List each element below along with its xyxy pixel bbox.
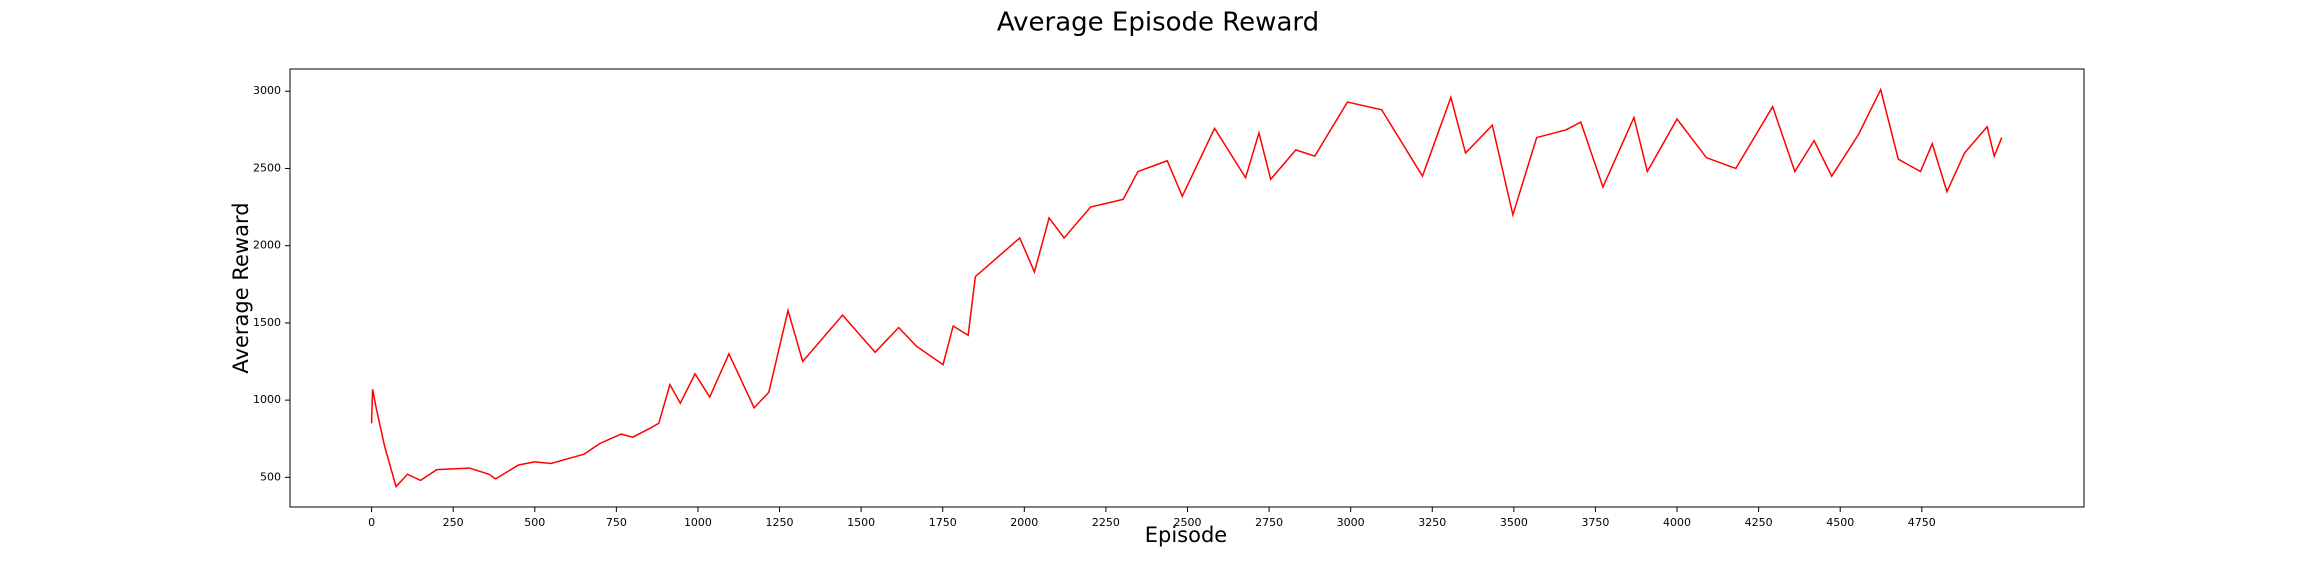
x-tick-label: 4000 xyxy=(1663,516,1691,529)
x-tick-label: 1250 xyxy=(766,516,794,529)
x-axis-label: Episode xyxy=(1145,523,1227,547)
x-tick-label: 1500 xyxy=(847,516,875,529)
x-tick-label: 4750 xyxy=(1908,516,1936,529)
y-tick-label: 3000 xyxy=(253,84,281,97)
chart-title: Average Episode Reward xyxy=(997,8,1319,38)
y-tick-label: 2500 xyxy=(253,161,281,174)
x-tick-label: 4250 xyxy=(1745,516,1773,529)
y-tick-label: 1000 xyxy=(253,393,281,406)
x-tick-label: 250 xyxy=(443,516,464,529)
x-tick-label: 2250 xyxy=(1092,516,1120,529)
x-tick-label: 3250 xyxy=(1418,516,1446,529)
x-tick-label: 1750 xyxy=(929,516,957,529)
y-tick-label: 1500 xyxy=(253,316,281,329)
x-tick-label: 500 xyxy=(524,516,545,529)
plot-frame xyxy=(289,68,2085,508)
x-tick-label: 0 xyxy=(368,516,375,529)
x-tick-label: 2750 xyxy=(1255,516,1283,529)
line-series xyxy=(370,87,2003,489)
y-tick-label: 500 xyxy=(260,470,281,483)
x-tick-label: 2500 xyxy=(1173,516,1201,529)
x-tick-label: 3500 xyxy=(1500,516,1528,529)
x-tick-label: 2000 xyxy=(1010,516,1038,529)
x-tick-label: 4500 xyxy=(1826,516,1854,529)
x-tick-label: 1000 xyxy=(684,516,712,529)
y-axis-label: Average Reward xyxy=(229,202,253,373)
y-tick-label: 2000 xyxy=(253,239,281,252)
x-tick-label: 750 xyxy=(606,516,627,529)
x-tick-label: 3750 xyxy=(1581,516,1609,529)
x-tick-label: 3000 xyxy=(1337,516,1365,529)
